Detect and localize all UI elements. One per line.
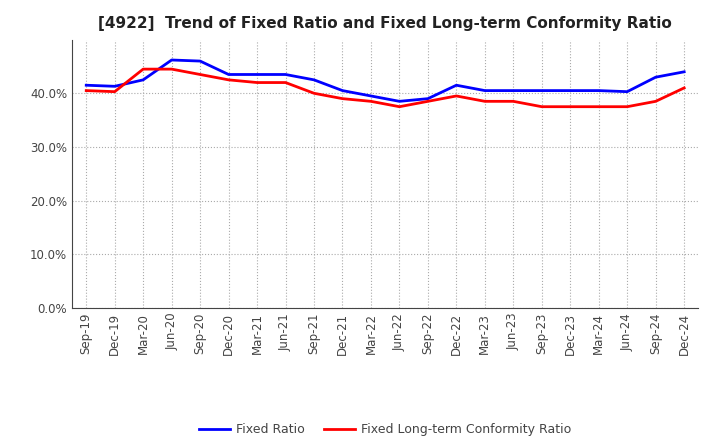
Fixed Long-term Conformity Ratio — [680, 85, 688, 91]
Fixed Long-term Conformity Ratio — [110, 89, 119, 94]
Fixed Long-term Conformity Ratio — [652, 99, 660, 104]
Fixed Long-term Conformity Ratio — [196, 72, 204, 77]
Fixed Ratio — [282, 72, 290, 77]
Fixed Long-term Conformity Ratio — [566, 104, 575, 109]
Fixed Long-term Conformity Ratio — [395, 104, 404, 109]
Fixed Long-term Conformity Ratio — [82, 88, 91, 93]
Fixed Ratio — [537, 88, 546, 93]
Fixed Long-term Conformity Ratio — [537, 104, 546, 109]
Fixed Ratio — [253, 72, 261, 77]
Fixed Ratio — [225, 72, 233, 77]
Fixed Long-term Conformity Ratio — [225, 77, 233, 82]
Fixed Ratio — [623, 89, 631, 94]
Fixed Long-term Conformity Ratio — [338, 96, 347, 101]
Fixed Long-term Conformity Ratio — [366, 99, 375, 104]
Fixed Ratio — [423, 96, 432, 101]
Fixed Long-term Conformity Ratio — [423, 99, 432, 104]
Fixed Long-term Conformity Ratio — [282, 80, 290, 85]
Legend: Fixed Ratio, Fixed Long-term Conformity Ratio: Fixed Ratio, Fixed Long-term Conformity … — [194, 418, 577, 440]
Fixed Ratio — [395, 99, 404, 104]
Fixed Ratio — [366, 93, 375, 99]
Fixed Long-term Conformity Ratio — [167, 66, 176, 72]
Fixed Ratio — [82, 83, 91, 88]
Fixed Long-term Conformity Ratio — [139, 66, 148, 72]
Fixed Long-term Conformity Ratio — [253, 80, 261, 85]
Fixed Ratio — [452, 83, 461, 88]
Line: Fixed Long-term Conformity Ratio: Fixed Long-term Conformity Ratio — [86, 69, 684, 106]
Fixed Ratio — [110, 84, 119, 89]
Line: Fixed Ratio: Fixed Ratio — [86, 60, 684, 101]
Fixed Ratio — [338, 88, 347, 93]
Fixed Ratio — [566, 88, 575, 93]
Fixed Ratio — [310, 77, 318, 82]
Fixed Ratio — [167, 57, 176, 62]
Fixed Long-term Conformity Ratio — [310, 91, 318, 96]
Fixed Ratio — [139, 77, 148, 82]
Fixed Ratio — [680, 69, 688, 74]
Fixed Ratio — [595, 88, 603, 93]
Fixed Long-term Conformity Ratio — [595, 104, 603, 109]
Fixed Ratio — [509, 88, 518, 93]
Fixed Ratio — [652, 74, 660, 80]
Fixed Ratio — [196, 59, 204, 64]
Fixed Long-term Conformity Ratio — [509, 99, 518, 104]
Fixed Ratio — [480, 88, 489, 93]
Title: [4922]  Trend of Fixed Ratio and Fixed Long-term Conformity Ratio: [4922] Trend of Fixed Ratio and Fixed Lo… — [99, 16, 672, 32]
Fixed Long-term Conformity Ratio — [480, 99, 489, 104]
Fixed Long-term Conformity Ratio — [623, 104, 631, 109]
Fixed Long-term Conformity Ratio — [452, 93, 461, 99]
